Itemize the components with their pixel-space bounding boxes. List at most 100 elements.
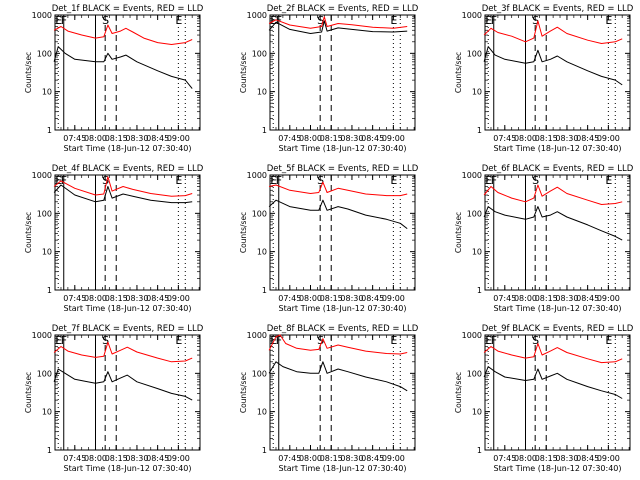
y-tick-label: 10 [472,408,482,417]
panel-title: Det_7f BLACK = Events, RED = LLD [52,324,204,334]
plot-frame [269,174,416,291]
x-tick-label: 08:00 [84,454,107,463]
x-tick-label: 07:45 [493,134,516,143]
y-tick-label: 10 [257,88,267,97]
x-tick-label: 08:45 [576,134,599,143]
x-axis-label: Start Time (18-Jun-12 07:30:40) [279,464,407,473]
y-tick-label: 100 [467,209,482,218]
events-series-line [268,20,408,34]
y-tick-label: 100 [467,369,482,378]
x-tick-label: 08:30 [555,454,578,463]
x-tick-label: 08:45 [146,294,169,303]
panel-title: Det_2f BLACK = Events, RED = LLD [267,4,419,14]
x-tick-label: 07:45 [493,454,516,463]
panel-title: Det_8f BLACK = Events, RED = LLD [267,324,419,334]
x-tick-label: 08:15 [535,294,558,303]
event-marker-label: F [276,174,282,187]
y-tick-label: 1000 [32,331,52,340]
x-tick-label: 08:15 [320,134,343,143]
x-tick-label: 09:00 [167,294,190,303]
x-tick-label: 08:30 [555,294,578,303]
y-tick-label: 1 [47,126,52,135]
x-tick-label: 08:15 [320,454,343,463]
events-series-line [53,184,193,204]
x-axis-label: Start Time (18-Jun-12 07:30:40) [279,304,407,313]
event-marker-label: E [485,14,492,27]
event-marker-label: E [485,334,492,347]
y-tick-label: 1000 [462,331,482,340]
x-tick-label: 08:30 [125,454,148,463]
y-tick-label: 10 [42,248,52,257]
panel-title: Det_1f BLACK = Events, RED = LLD [52,4,204,14]
x-tick-label: 09:00 [597,294,620,303]
lld-series-line [483,343,623,364]
x-tick-label: 08:00 [299,134,322,143]
x-tick-label: 07:45 [63,454,86,463]
x-axis-label: Start Time (18-Jun-12 07:30:40) [64,464,192,473]
y-tick-label: 10 [42,408,52,417]
event-marker-label: E [175,334,182,347]
event-marker-label: S [317,334,324,347]
x-tick-label: 08:00 [84,134,107,143]
x-tick-label: 09:00 [382,294,405,303]
events-series-line [53,46,193,89]
x-tick-label: 07:45 [63,134,86,143]
y-axis-label: Counts/sec [24,52,33,93]
lld-series-line [53,341,193,363]
x-tick-label: 08:15 [535,134,558,143]
x-tick-label: 07:45 [278,454,301,463]
y-tick-label: 1 [262,446,267,455]
x-axis-label: Start Time (18-Jun-12 07:30:40) [279,144,407,153]
event-marker-label: S [102,14,109,27]
y-tick-label: 100 [252,49,267,58]
event-marker-label: E [390,174,397,187]
event-marker-label: F [276,334,282,347]
x-tick-label: 08:30 [555,134,578,143]
y-tick-label: 1000 [247,331,267,340]
x-tick-label: 08:15 [105,454,128,463]
event-marker-label: E [55,174,62,187]
y-tick-label: 10 [257,248,267,257]
panel-title: Det_5f BLACK = Events, RED = LLD [267,164,419,174]
y-tick-label: 100 [252,209,267,218]
y-tick-label: 100 [37,369,52,378]
events-series-line [483,46,623,86]
y-tick-label: 1000 [462,171,482,180]
plot-frame [269,14,416,131]
event-marker-label: E [605,334,612,347]
y-axis-label: Counts/sec [454,212,463,253]
event-marker-label: S [317,174,324,187]
y-tick-label: 100 [37,209,52,218]
y-tick-label: 10 [472,88,482,97]
x-tick-label: 07:45 [493,294,516,303]
y-axis-label: Counts/sec [454,52,463,93]
x-tick-label: 08:45 [576,454,599,463]
x-tick-label: 09:00 [167,454,190,463]
x-tick-label: 08:00 [514,294,537,303]
y-tick-label: 1 [262,126,267,135]
events-series-line [53,368,193,401]
x-tick-label: 08:30 [340,134,363,143]
x-tick-label: 08:30 [125,294,148,303]
events-series-line [483,206,623,241]
x-tick-label: 08:15 [320,294,343,303]
x-tick-label: 09:00 [597,134,620,143]
x-axis-label: Start Time (18-Jun-12 07:30:40) [64,144,192,153]
events-series-line [483,366,623,399]
y-tick-label: 100 [467,49,482,58]
event-marker-label: F [61,334,67,347]
panel-title: Det_3f BLACK = Events, RED = LLD [482,4,634,14]
y-tick-label: 1000 [32,171,52,180]
lld-series-line [268,334,408,355]
event-marker-label: S [317,14,324,27]
lld-series-line [268,181,408,197]
panel-title: Det_4f BLACK = Events, RED = LLD [52,164,204,174]
y-tick-label: 1000 [247,171,267,180]
lld-series-line [483,20,623,44]
x-axis-label: Start Time (18-Jun-12 07:30:40) [494,304,622,313]
x-tick-label: 09:00 [597,454,620,463]
panel-title: Det_6f BLACK = Events, RED = LLD [482,164,634,174]
event-marker-label: S [102,174,109,187]
event-marker-label: E [485,174,492,187]
